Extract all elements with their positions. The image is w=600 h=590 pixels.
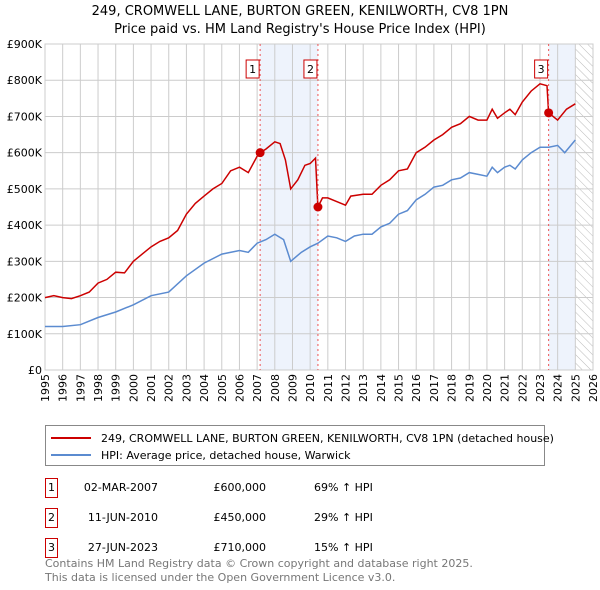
- sale-label-box: [245, 59, 260, 79]
- sale-label: 2: [307, 63, 314, 76]
- x-tick-label: 2014: [375, 374, 388, 402]
- x-tick-label: 2003: [180, 374, 193, 402]
- plot-frame: [44, 43, 594, 371]
- title-line: 249, CROMWELL LANE, BURTON GREEN, KENILW…: [91, 4, 509, 19]
- x-tick-label: 2012: [340, 374, 353, 402]
- x-tick-label: 1998: [92, 374, 105, 402]
- sale-point: [255, 148, 265, 158]
- x-tick-label: 1997: [74, 374, 87, 402]
- x-tick-label: 2010: [304, 374, 317, 402]
- footer-line-2: This data is licensed under the Open Gov…: [45, 571, 396, 584]
- legend-swatch-blue: [51, 454, 91, 456]
- y-tick-label: £700K: [7, 110, 43, 123]
- x-tick-label: 2023: [534, 374, 547, 402]
- sale-point: [544, 108, 554, 118]
- x-tick-label: 2022: [516, 374, 529, 402]
- sale-price: £450,000: [213, 511, 267, 524]
- sale-hpi-change: 29% ↑ HPI: [314, 511, 373, 524]
- x-tick-label: 2004: [198, 374, 211, 402]
- x-tick-label: 2026: [587, 374, 600, 402]
- sale-price: £710,000: [213, 541, 267, 554]
- x-tick-label: 2011: [322, 374, 335, 402]
- x-tick-label: 2017: [428, 374, 441, 402]
- y-tick-label: £200K: [7, 292, 43, 305]
- chart-plot: 1 2 3 1995 1996 1997 1998 1999 2000 2001 2002 2003 2…: [7, 38, 600, 402]
- sale-label-box: [303, 59, 318, 79]
- x-tick-label: 2024: [552, 374, 565, 402]
- sale-hpi-change: 69% ↑ HPI: [314, 481, 373, 494]
- x-tick-label: 2006: [233, 374, 246, 402]
- x-tick-label: 2019: [463, 374, 476, 402]
- x-tick-label: 2015: [393, 374, 406, 402]
- sale-price: £600,000: [213, 481, 267, 494]
- y-tick-label: £500K: [7, 183, 43, 196]
- x-tick-label: 2021: [499, 374, 512, 402]
- legend-item-property: 249, CROMWELL LANE, BURTON GREEN, KENILW…: [51, 430, 554, 446]
- shaded-period: [260, 44, 318, 370]
- y-tick-label: £100K: [7, 328, 43, 341]
- x-tick-label: 1996: [57, 374, 70, 402]
- x-tick-label: 2016: [410, 374, 423, 402]
- shaded-period: [548, 44, 576, 370]
- x-tick-label: 2018: [446, 374, 459, 402]
- series-line: [44, 82, 576, 300]
- sale-label-box: [534, 59, 549, 79]
- y-tick-label: £400K: [7, 219, 43, 232]
- legend-swatch-red: [51, 437, 91, 439]
- series-line: [45, 139, 576, 328]
- forecast-hatch: [575, 44, 593, 370]
- footer-line-1: Contains HM Land Registry data © Crown c…: [45, 557, 473, 570]
- x-tick-label: 2001: [145, 374, 158, 402]
- legend-item-hpi: HPI: Average price, detached house, Warw…: [51, 447, 351, 463]
- x-tick-label: 2009: [286, 374, 299, 402]
- subtitle-line: Price paid vs. HM Land Registry's House …: [114, 22, 486, 37]
- y-tick-label: £800K: [7, 74, 43, 87]
- legend: 249, CROMWELL LANE, BURTON GREEN, KENILW…: [45, 425, 554, 466]
- x-tick-label: 2005: [216, 374, 229, 402]
- x-tick-label: 2007: [251, 374, 264, 402]
- x-tick-label: 2000: [127, 374, 140, 402]
- y-tick-label: £300K: [7, 255, 43, 268]
- sale-number-box: 2: [45, 508, 58, 528]
- x-tick-label: 2020: [481, 374, 494, 402]
- y-tick-label: £0: [28, 364, 42, 377]
- sale-label: 3: [538, 63, 545, 76]
- legend-label: HPI: Average price, detached house, Warw…: [101, 448, 351, 462]
- x-tick-label: 2002: [163, 374, 176, 402]
- x-tick-label: 1999: [110, 374, 123, 402]
- legend-label: 249, CROMWELL LANE, BURTON GREEN, KENILW…: [101, 431, 554, 445]
- y-tick-label: £600K: [7, 147, 43, 160]
- sale-hpi-change: 15% ↑ HPI: [314, 541, 373, 554]
- x-tick-label: 2008: [269, 374, 282, 402]
- sale-date: 02-MAR-2007: [83, 481, 158, 494]
- sale-label: 1: [249, 63, 256, 76]
- sale-date: 11-JUN-2010: [87, 511, 158, 524]
- sale-point: [313, 202, 323, 212]
- x-tick-label: 2013: [357, 374, 370, 402]
- chart-title: 249, CROMWELL LANE, BURTON GREEN, KENILW…: [0, 3, 600, 39]
- sale-date: 27-JUN-2023: [87, 541, 158, 554]
- x-tick-label: 1995: [39, 374, 52, 402]
- sale-number-box: 1: [45, 478, 58, 498]
- y-tick-label: £900K: [7, 38, 43, 51]
- sale-number-box: 3: [45, 538, 58, 558]
- x-tick-label: 2025: [569, 374, 582, 402]
